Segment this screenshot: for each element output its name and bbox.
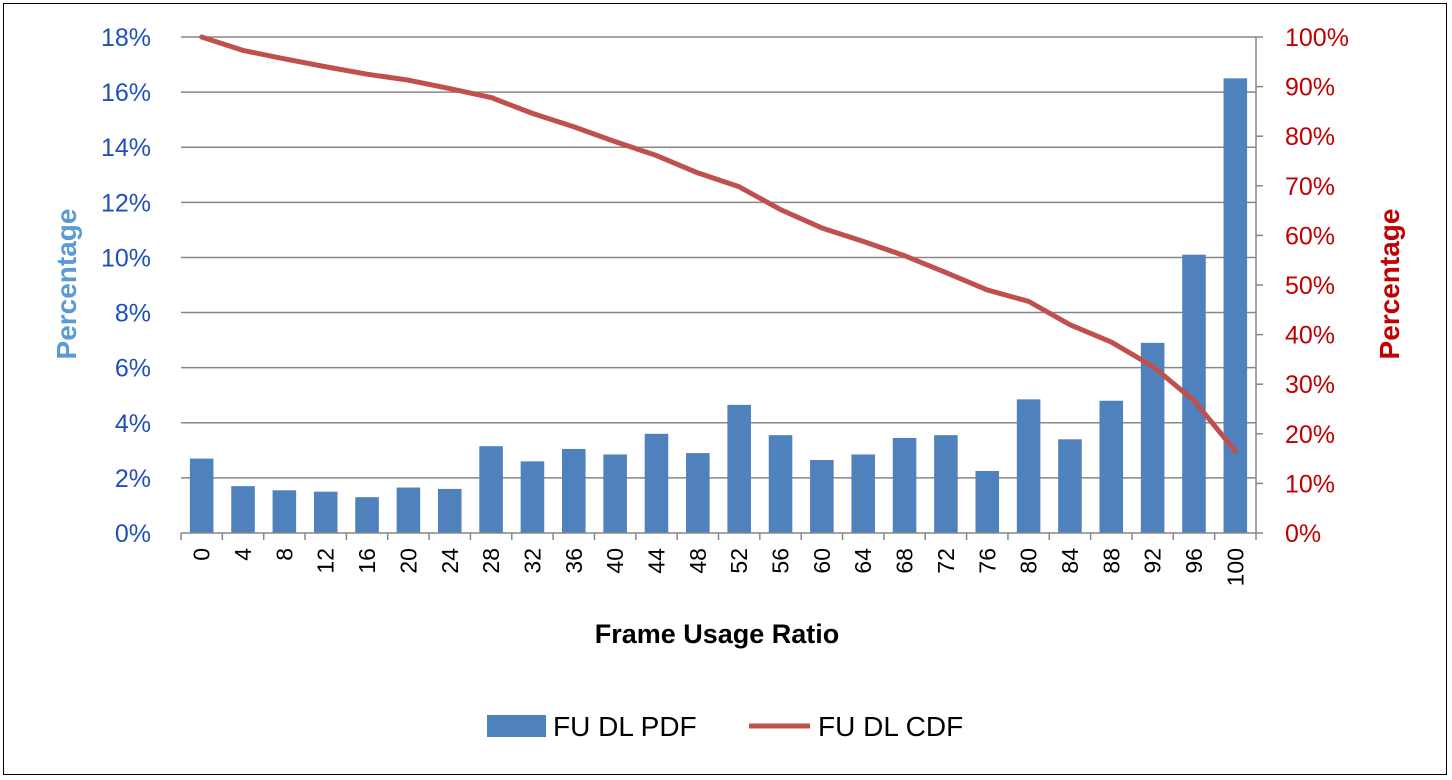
x-tick-label: 88: [1098, 548, 1124, 574]
x-tick-label: 36: [561, 548, 587, 574]
x-tick-label: 20: [395, 548, 421, 574]
right-tick-label: 30%: [1285, 371, 1335, 399]
pdf-bar: [603, 454, 627, 533]
x-tick-label: 40: [602, 548, 628, 574]
axes: [180, 36, 1263, 540]
pdf-bar: [272, 490, 297, 533]
gridlines: [181, 36, 1256, 479]
x-axis-title: Frame Usage Ratio: [595, 619, 840, 649]
pdf-bar: [1140, 342, 1165, 533]
right-tick-label: 60%: [1285, 222, 1335, 250]
x-tick-label: 64: [850, 548, 876, 574]
left-tick-label: 14%: [101, 134, 151, 162]
right-tick-label: 10%: [1285, 470, 1335, 498]
right-tick-label: 20%: [1285, 421, 1335, 449]
pdf-bar: [479, 446, 503, 533]
left-tick-label: 6%: [115, 355, 151, 383]
x-tick-label: 68: [892, 548, 918, 574]
pdf-bar: [231, 486, 255, 533]
left-tick-label: 0%: [115, 520, 151, 548]
right-tick-label: 100%: [1285, 24, 1349, 52]
cdf-line-group: [199, 34, 1238, 454]
left-axis-title: Percentage: [51, 209, 82, 360]
chart-frame: [3, 3, 1447, 775]
x-axis-ticks: 0 4 8 12 16 20 24 28 32 36 40 44 48 52 56 60 64 68 72 76 80 8…: [189, 548, 1249, 587]
pdf-bar: [313, 491, 338, 533]
pdf-bar: [644, 433, 669, 533]
x-tick-label: 4: [230, 548, 256, 561]
x-tick-label: 12: [313, 548, 339, 574]
pdf-bar: [975, 471, 1000, 533]
left-tick-label: 16%: [101, 79, 151, 107]
pdf-bar: [1099, 400, 1124, 533]
right-tick-label: 50%: [1285, 272, 1335, 300]
x-tick-label: 80: [1016, 548, 1042, 574]
right-tick-label: 0%: [1285, 520, 1321, 548]
pdf-bar: [892, 437, 917, 533]
pdf-bar: [727, 404, 751, 533]
x-tick-label: 100: [1222, 548, 1248, 586]
x-tick-label: 16: [354, 548, 380, 574]
left-tick-label: 8%: [115, 300, 151, 328]
right-tick-label: 40%: [1285, 322, 1335, 350]
pdf-bar: [768, 435, 793, 533]
pdf-bar: [437, 488, 462, 533]
left-tick-label: 12%: [101, 189, 151, 217]
x-tick-label: 0: [189, 548, 215, 561]
x-tick-label: 96: [1181, 548, 1207, 574]
pdf-bar: [1016, 399, 1041, 533]
legend-label-cdf: FU DL CDF: [818, 711, 963, 742]
x-tick-label: 84: [1057, 548, 1083, 574]
right-tick-label: 80%: [1285, 123, 1335, 151]
legend: FU DL PDF FU DL CDF: [487, 711, 963, 742]
x-tick-label: 92: [1140, 548, 1166, 574]
pdf-bar: [1058, 439, 1082, 533]
right-axis-ticks: 0% 10% 20% 30% 40% 50% 60% 70% 80% 90% 100%: [1285, 24, 1349, 548]
pdf-bar: [1182, 254, 1206, 533]
right-tick-label: 90%: [1285, 74, 1335, 102]
left-tick-label: 18%: [101, 24, 151, 52]
x-tick-label: 76: [974, 548, 1000, 574]
pdf-bar: [810, 459, 834, 533]
cdf-line: [199, 34, 1238, 454]
x-tick-label: 60: [809, 548, 835, 574]
pdf-bar: [1223, 78, 1248, 533]
pdf-bar: [686, 453, 710, 533]
pdf-bar: [562, 448, 586, 533]
x-tick-label: 8: [271, 548, 297, 561]
x-tick-label: 72: [933, 548, 959, 574]
pdf-bar: [851, 454, 875, 533]
x-tick-label: 48: [685, 548, 711, 574]
x-tick-label: 32: [519, 548, 545, 574]
pdf-bar: [355, 497, 379, 533]
x-tick-label: 28: [478, 548, 504, 574]
pdf-bar: [934, 435, 958, 533]
x-tick-label: 24: [437, 548, 463, 574]
pdf-bars: [189, 78, 1248, 533]
left-tick-label: 2%: [115, 465, 151, 493]
x-tick-label: 56: [768, 548, 794, 574]
x-tick-label: 52: [726, 548, 752, 574]
legend-swatch-pdf: [487, 715, 546, 737]
pdf-bar: [396, 487, 421, 533]
right-axis-title: Percentage: [1374, 209, 1405, 360]
pdf-bar: [520, 461, 545, 533]
left-axis-ticks: 0% 2% 4% 6% 8% 10% 12% 14% 16% 18%: [101, 24, 151, 548]
right-tick-label: 70%: [1285, 173, 1335, 201]
legend-label-pdf: FU DL PDF: [553, 711, 697, 742]
x-tick-label: 44: [643, 548, 669, 574]
left-tick-label: 10%: [101, 244, 151, 272]
pdf-bar: [189, 458, 214, 533]
left-tick-label: 4%: [115, 410, 151, 438]
